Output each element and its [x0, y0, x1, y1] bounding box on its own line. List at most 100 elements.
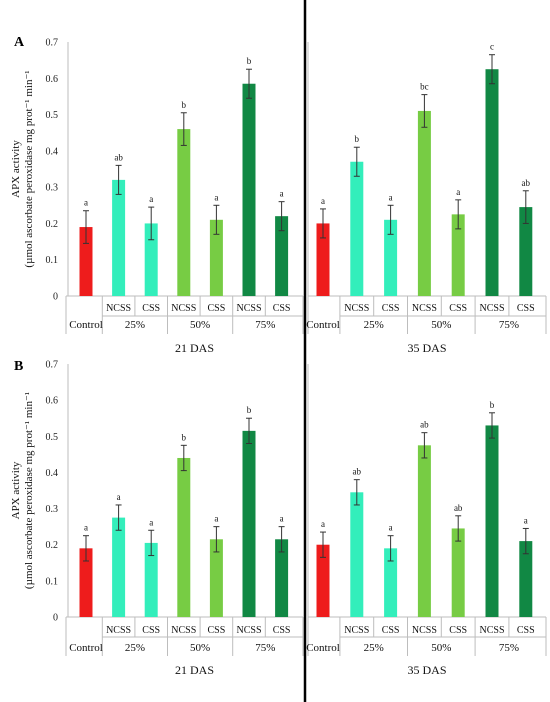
category-label: NCSS	[344, 625, 369, 636]
category-label: CSS	[382, 625, 400, 636]
group-label: 50%	[190, 642, 210, 654]
category-label: NCSS	[344, 303, 369, 314]
y-tick-label: 0.3	[46, 504, 59, 515]
panel-b: B APX activity (µmol ascorbate peroxidase …	[10, 359, 547, 677]
y-tick-label: 0.2	[46, 540, 59, 551]
category-label: CSS	[142, 303, 160, 314]
group-label: 50%	[190, 319, 210, 331]
y-tick-label: 0.1	[46, 576, 59, 587]
bar	[275, 216, 289, 296]
bar	[79, 227, 93, 296]
significance-letter: b	[355, 134, 360, 144]
bar	[177, 457, 191, 617]
panel-a: A APX activity (µmol ascorbate peroxidase …	[10, 35, 547, 355]
group-label: 75%	[255, 642, 275, 654]
bar	[417, 110, 431, 296]
group-label: Control	[306, 642, 340, 654]
block-1: a ab NCSS a CSS ab NCSS ab CSS b NCSS a CSS Control 25…	[306, 364, 547, 677]
significance-letter: a	[524, 515, 528, 525]
significance-letter: a	[389, 192, 393, 202]
category-label: NCSS	[171, 625, 196, 636]
group-label: Control	[69, 642, 103, 654]
significance-letter: a	[321, 519, 325, 529]
significance-letter: a	[280, 189, 284, 199]
block-0: a a NCSS a CSS b NCSS a CSS b NCSS a CSS Control 25% 50…	[65, 364, 304, 677]
significance-letter: a	[321, 196, 325, 206]
bar	[209, 219, 223, 296]
bar	[485, 69, 499, 296]
y-tick-label: 0	[53, 613, 58, 624]
category-label: CSS	[208, 625, 226, 636]
block-0: a ab NCSS a CSS b NCSS a CSS b NCSS a CSS Control 25% 5…	[65, 42, 304, 355]
significance-letter: b	[182, 432, 187, 442]
bar	[451, 528, 465, 617]
group-label: 25%	[125, 319, 145, 331]
category-label: CSS	[449, 303, 467, 314]
y-tick-label: 0.1	[46, 255, 59, 266]
category-label: NCSS	[106, 303, 131, 314]
significance-letter: a	[84, 523, 88, 533]
bar	[177, 129, 191, 296]
category-label: CSS	[382, 303, 400, 314]
bar	[451, 214, 465, 296]
bar	[519, 541, 533, 617]
bar	[384, 548, 398, 617]
bar	[519, 207, 533, 296]
das-label: 21 DAS	[175, 341, 214, 355]
das-label: 35 DAS	[407, 663, 446, 677]
significance-letter: b	[182, 100, 187, 110]
category-label: NCSS	[236, 625, 261, 636]
significance-letter: ab	[454, 503, 463, 513]
y-tick-label: 0.3	[46, 183, 59, 194]
category-label: NCSS	[236, 303, 261, 314]
das-label: 35 DAS	[407, 341, 446, 355]
y-tick-label: 0.7	[46, 360, 59, 371]
bar	[144, 542, 158, 617]
panel-label: A	[14, 35, 25, 50]
panel-label: B	[14, 359, 23, 374]
significance-letter: c	[490, 42, 494, 52]
category-label: NCSS	[479, 625, 504, 636]
y-axis-label-line2: (µmol ascorbate peroxidase mg prot⁻¹ min…	[23, 70, 35, 267]
bar	[316, 223, 330, 296]
category-label: NCSS	[479, 303, 504, 314]
category-label: CSS	[273, 303, 291, 314]
bar	[144, 223, 158, 296]
y-tick-label: 0.5	[46, 432, 59, 443]
y-tick-label: 0.5	[46, 110, 59, 121]
y-tick-label: 0	[53, 292, 58, 303]
group-label: Control	[69, 319, 103, 331]
bar	[112, 179, 126, 296]
y-axis-label-line1: APX activity	[10, 140, 22, 198]
significance-letter: a	[389, 523, 393, 533]
bar	[485, 425, 499, 617]
category-label: CSS	[273, 625, 291, 636]
group-label: 75%	[499, 319, 519, 331]
significance-letter: a	[280, 514, 284, 524]
category-label: CSS	[449, 625, 467, 636]
bar	[316, 544, 330, 617]
category-label: CSS	[517, 303, 535, 314]
y-tick-label: 0.2	[46, 219, 59, 230]
group-label: 50%	[431, 642, 451, 654]
category-label: CSS	[208, 303, 226, 314]
significance-letter: a	[149, 194, 153, 204]
group-label: 25%	[364, 642, 384, 654]
category-label: NCSS	[171, 303, 196, 314]
group-label: 25%	[125, 642, 145, 654]
y-axis-label-line1: APX activity	[10, 461, 22, 519]
significance-letter: b	[247, 56, 252, 66]
category-label: NCSS	[412, 625, 437, 636]
significance-letter: a	[214, 514, 218, 524]
group-label: Control	[306, 319, 340, 331]
bar	[242, 83, 256, 296]
y-tick-label: 0.4	[46, 146, 59, 157]
group-label: 50%	[431, 319, 451, 331]
y-tick-label: 0.4	[46, 468, 59, 479]
significance-letter: b	[490, 400, 495, 410]
significance-letter: bc	[420, 82, 429, 92]
significance-letter: ab	[522, 178, 531, 188]
